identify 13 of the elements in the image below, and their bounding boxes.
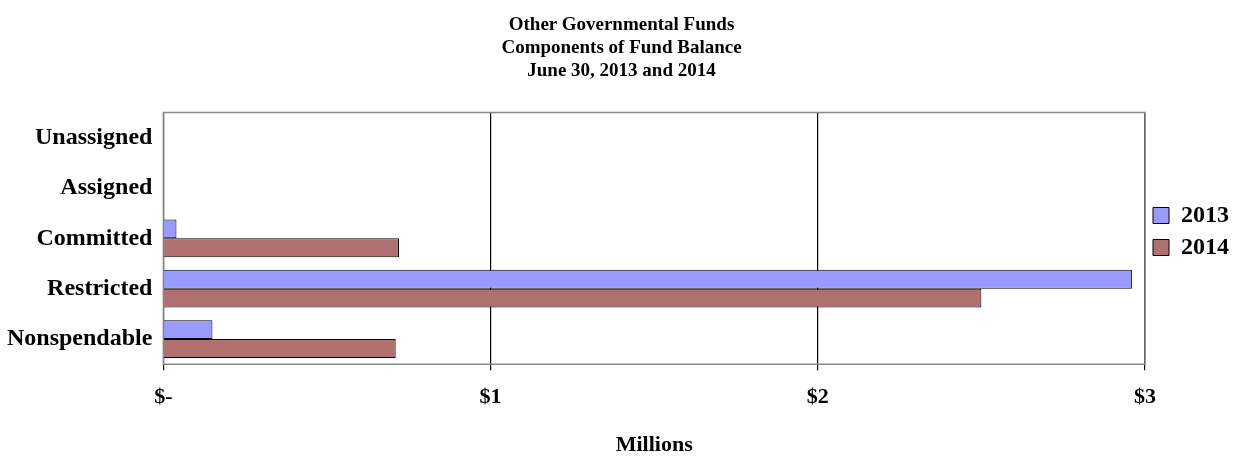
y-tick-label: Nonspendable: [6, 324, 153, 351]
y-tick-label: Unassigned: [35, 122, 154, 149]
x-tick-label: $1: [479, 383, 502, 409]
y-tick-label: Restricted: [47, 273, 154, 300]
chart-title: Other Governmental Funds Components of Fund Balance June 30, 2013 and 2014: [501, 13, 742, 80]
y-tick-label: Assigned: [60, 173, 154, 200]
x-tick-label: $3: [1134, 383, 1156, 409]
legend-label: 2013: [1181, 200, 1229, 227]
y-tick-label: Committed: [36, 223, 154, 250]
legend-label: 2014: [1181, 232, 1229, 259]
x-tick-label: $-: [154, 383, 173, 409]
x-axis-title: Millions: [615, 431, 694, 457]
x-tick-label: $2: [806, 383, 829, 409]
